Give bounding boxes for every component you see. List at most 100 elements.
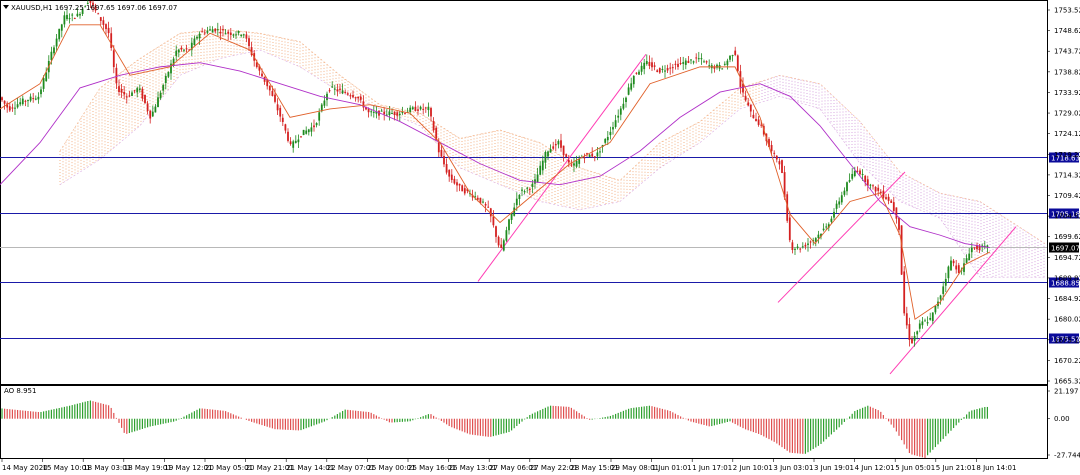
- candle-body: [648, 61, 651, 66]
- candle-body: [885, 197, 887, 199]
- current-price-tag: [1049, 242, 1079, 253]
- candle-body: [227, 31, 230, 34]
- candle-body: [310, 127, 313, 132]
- candle-body: [167, 71, 170, 77]
- candle-body: [846, 182, 848, 192]
- candle-body: [154, 106, 157, 113]
- candle-body: [276, 104, 279, 111]
- candle-body: [773, 152, 776, 154]
- candle-body: [133, 90, 136, 92]
- candle-body: [679, 62, 682, 64]
- candle-body: [604, 139, 607, 143]
- candle-body: [198, 33, 201, 39]
- candle-body: [859, 170, 861, 175]
- candle-body: [651, 62, 653, 68]
- candle-body: [55, 38, 58, 47]
- candle-body: [315, 123, 318, 126]
- level-label: 1675.52: [1051, 336, 1080, 344]
- candle-body: [170, 63, 172, 74]
- candle-body: [794, 248, 796, 250]
- candle-body: [843, 190, 846, 195]
- candle-body: [614, 120, 617, 127]
- channel-line[interactable]: [477, 53, 647, 282]
- candle-body: [255, 62, 258, 68]
- candle-body: [94, 5, 97, 11]
- candle-body: [146, 103, 149, 111]
- candle-body: [541, 160, 544, 171]
- candle-body: [448, 169, 451, 177]
- candle-body: [557, 141, 560, 145]
- candle-body: [931, 312, 934, 322]
- candle-body: [703, 61, 705, 63]
- candle-body: [622, 103, 625, 109]
- candle-body: [385, 114, 388, 116]
- candle-body: [939, 295, 942, 300]
- candle-body: [817, 234, 820, 239]
- candle-body: [53, 47, 55, 54]
- candle-body: [440, 149, 443, 157]
- candle-body: [531, 183, 534, 187]
- candle-body: [180, 47, 183, 50]
- channel-line[interactable]: [889, 226, 1017, 375]
- candle-body: [929, 317, 932, 320]
- time-tick-label: 3 Jun 19:01: [814, 464, 854, 472]
- candle-body: [287, 131, 289, 141]
- candle-body: [474, 196, 477, 198]
- candle-body: [183, 49, 185, 51]
- candle-body: [955, 265, 958, 270]
- candle-body: [193, 38, 196, 46]
- candle-body: [744, 96, 747, 101]
- price-tick-label: 1704.52: [1054, 213, 1080, 221]
- candle-body: [916, 331, 919, 335]
- collapse-triangle-icon[interactable]: [3, 5, 9, 9]
- price-tick-label: 1753.52: [1054, 7, 1080, 15]
- ichimoku-cloud: [59, 28, 1046, 278]
- candle-body: [783, 172, 786, 198]
- candle-body: [612, 127, 614, 130]
- candle-body: [458, 183, 461, 186]
- candle-body: [294, 140, 297, 143]
- candle-body: [313, 125, 315, 128]
- candle-body: [658, 68, 661, 73]
- candle-body: [422, 108, 425, 110]
- candle-body: [120, 89, 123, 93]
- candle-body: [92, 2, 94, 6]
- candle-body: [235, 34, 237, 36]
- candle-body: [536, 174, 539, 183]
- candle-body: [887, 196, 890, 201]
- candle-body: [297, 139, 300, 143]
- time-tick-label: 29 May 08:01: [611, 464, 659, 472]
- candle-body: [141, 88, 144, 99]
- candle-body: [128, 95, 131, 97]
- candle-body: [586, 153, 588, 155]
- time-tick-label: 5 Jun 21:01: [936, 464, 976, 472]
- candle-body: [523, 191, 526, 193]
- candle-body: [664, 70, 666, 72]
- candle-body: [97, 13, 100, 15]
- candle-body: [570, 164, 573, 166]
- candle-body: [476, 197, 479, 200]
- candle-body: [417, 109, 419, 111]
- candle-body: [791, 242, 794, 250]
- candle-body: [131, 92, 133, 96]
- candle-body: [398, 113, 401, 116]
- candle-body: [606, 136, 609, 141]
- candle-body: [591, 153, 594, 157]
- candle-body: [625, 97, 627, 103]
- candle-body: [110, 33, 113, 48]
- time-tick-label: 25 May 00:01: [367, 464, 415, 472]
- candle-body: [37, 96, 40, 100]
- candle-body: [970, 247, 973, 253]
- candle-body: [497, 236, 500, 246]
- candle-body: [437, 142, 440, 153]
- candle-body: [484, 204, 487, 206]
- candle-body: [362, 101, 365, 108]
- price-tick-label: 1748.62: [1054, 27, 1080, 35]
- candle-body: [383, 111, 386, 115]
- candle-body: [445, 164, 448, 173]
- candle-body: [185, 48, 188, 50]
- candle-body: [986, 245, 989, 248]
- candle-body: [599, 151, 601, 153]
- candle-body: [99, 17, 102, 21]
